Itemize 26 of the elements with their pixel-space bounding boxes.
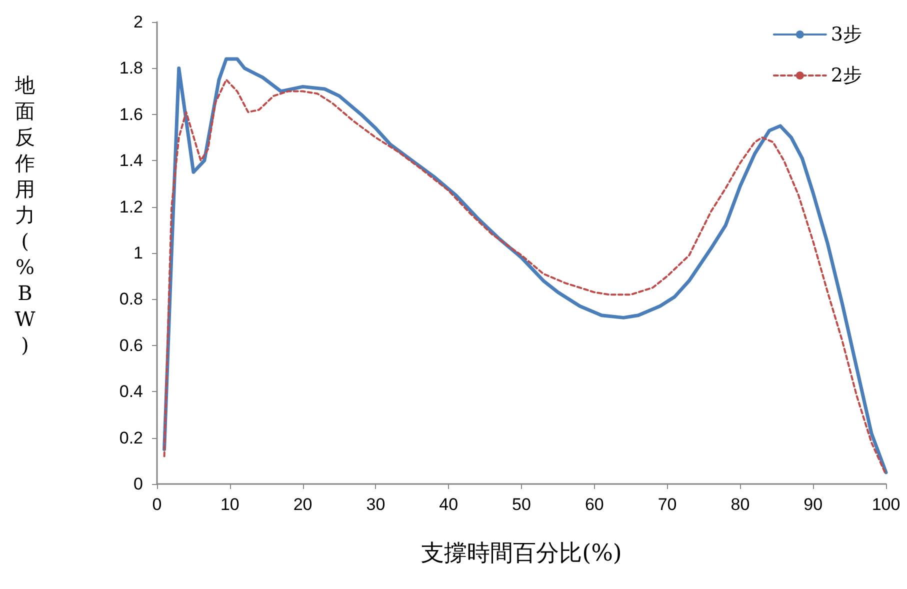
x-tick-label: 100 xyxy=(872,495,900,514)
legend-label: 2步 xyxy=(830,64,862,86)
x-tick-label: 0 xyxy=(152,495,162,514)
legend-label: 3步 xyxy=(830,24,862,46)
y-tick-label: 1 xyxy=(134,244,143,262)
y-tick-label: 0.4 xyxy=(119,382,143,402)
x-tick-label: 20 xyxy=(293,495,312,514)
x-tick-label: 40 xyxy=(439,495,458,514)
x-tick-label: 30 xyxy=(366,495,386,514)
y-tick-label: 0.8 xyxy=(119,290,143,309)
y-tick-label: 0.6 xyxy=(119,336,143,355)
x-tick-label: 50 xyxy=(512,495,531,514)
y-tick-label: 1.2 xyxy=(119,197,143,216)
y-tick-label: 1.4 xyxy=(119,151,143,170)
y-tick-label: 0 xyxy=(134,474,143,494)
x-tick-label: 80 xyxy=(730,495,750,514)
x-tick-label: 10 xyxy=(220,495,240,514)
text: 地面反作用力(%BW) xyxy=(14,73,36,357)
x-tick-label: 90 xyxy=(804,495,823,514)
x-tick-label: 60 xyxy=(584,495,604,514)
x-tick-label: 70 xyxy=(658,495,677,514)
y-tick-label: 1.8 xyxy=(119,58,143,78)
y-tick-label: 0.2 xyxy=(119,428,143,448)
y-tick-label: 2 xyxy=(134,12,143,32)
x-axis-title: 支撐時間百分比(%) xyxy=(421,540,622,566)
y-tick-label: 1.6 xyxy=(119,104,143,124)
